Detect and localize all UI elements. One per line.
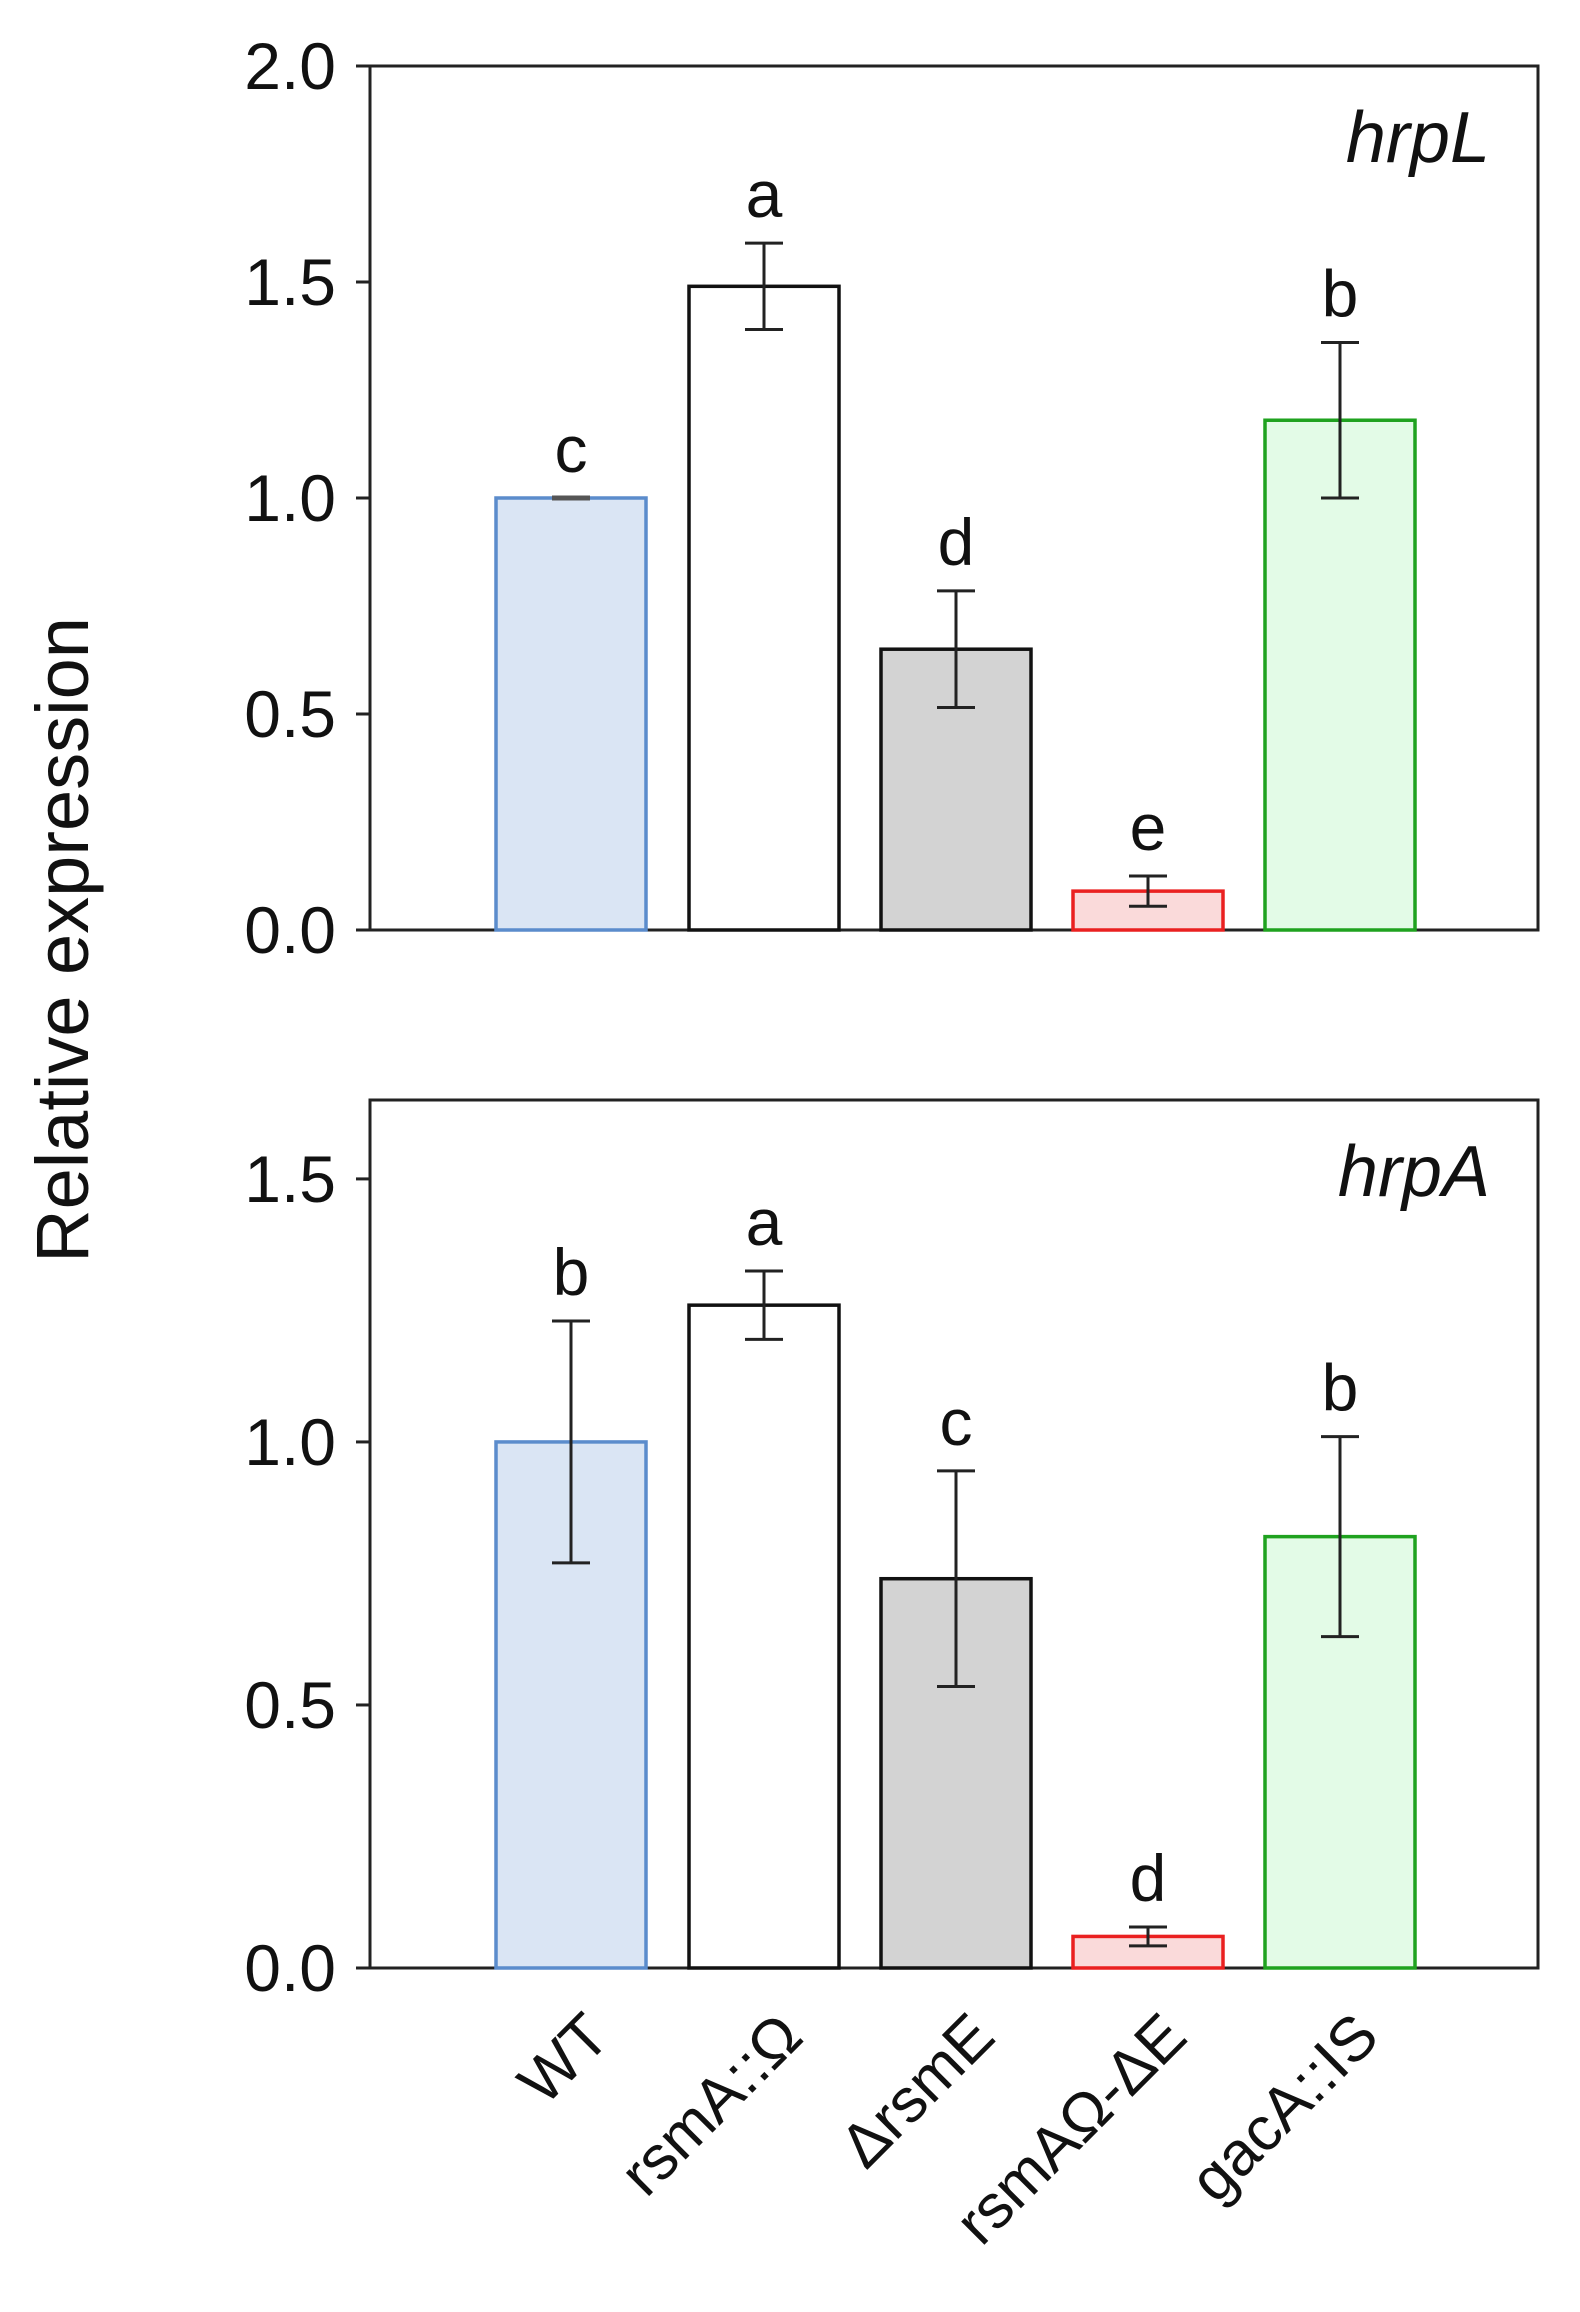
x-category-label: WT: [506, 2001, 623, 2118]
error-bar: [745, 241, 783, 332]
panel-hrpL: 0.0 0.5 1.0 1.5 2.0 hrpL c a d e b: [244, 29, 1540, 967]
y-tick-label: 0.5: [244, 677, 336, 751]
error-bar: [1321, 1435, 1359, 1639]
significance-label: d: [1130, 1841, 1167, 1915]
significance-label: a: [746, 157, 783, 231]
error-bar: [1129, 874, 1167, 908]
y-axis-title: Relative expression: [21, 617, 104, 1263]
y-tick-label: 1.5: [244, 1142, 336, 1216]
y-tick-label: 1.0: [244, 461, 336, 535]
error-bar: [937, 589, 975, 710]
bar-rsmA::Ω: [687, 284, 841, 932]
bar-rsmA::Ω: [687, 1303, 841, 1970]
error-bar: [1129, 1925, 1167, 1948]
error-bar: [552, 1319, 590, 1565]
significance-label: d: [938, 505, 975, 579]
x-category-label: rsmA::Ω: [607, 2001, 815, 2209]
panel-title: hrpA: [1338, 1132, 1490, 1212]
bar-WT: [494, 496, 648, 932]
panel-title: hrpL: [1346, 98, 1490, 178]
significance-label: c: [555, 412, 588, 486]
y-tick-label: 0.5: [244, 1668, 336, 1742]
y-tick-label: 0.0: [244, 1931, 336, 2005]
significance-label: b: [553, 1235, 590, 1309]
x-category-label: ΔrsmE: [827, 2001, 1007, 2181]
significance-label: b: [1322, 1351, 1359, 1425]
significance-label: b: [1322, 256, 1359, 330]
y-tick-label: 2.0: [244, 29, 336, 103]
error-bar: [937, 1469, 975, 1689]
significance-label: a: [746, 1185, 783, 1259]
y-tick-label: 1.5: [244, 245, 336, 319]
significance-label: e: [1130, 790, 1167, 864]
x-category-label: gacA::IS: [1177, 2001, 1392, 2216]
panel-hrpA: 0.0 0.5 1.0 1.5 hrpA b a c d b: [244, 1098, 1540, 2005]
significance-label: c: [940, 1385, 973, 1459]
y-tick-label: 0.0: [244, 893, 336, 967]
error-bar: [745, 1269, 783, 1341]
error-bar: [1321, 340, 1359, 500]
y-tick-label: 1.0: [244, 1405, 336, 1479]
